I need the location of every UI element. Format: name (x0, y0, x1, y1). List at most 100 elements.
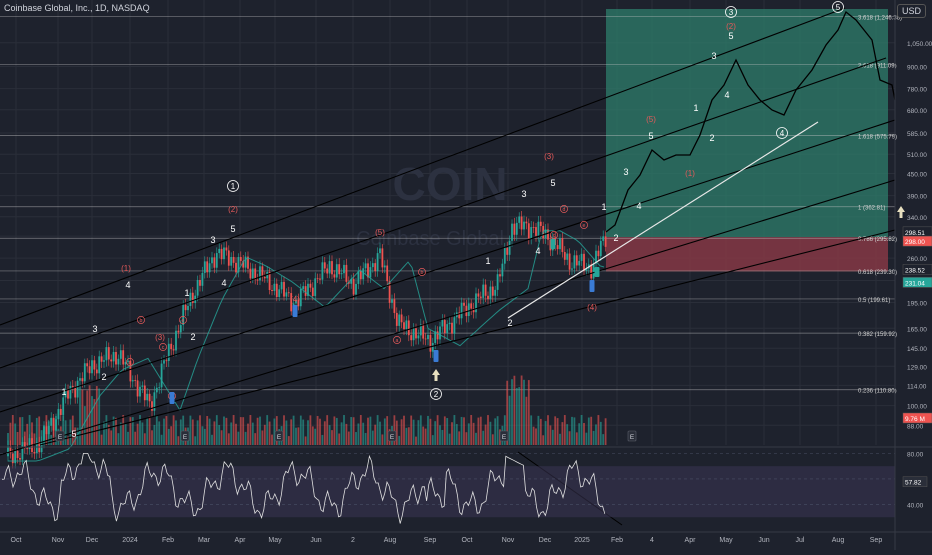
volume-bar (35, 417, 38, 445)
candle-body (571, 268, 573, 270)
volume-bar (203, 428, 206, 445)
currency-button[interactable]: USD (896, 4, 926, 18)
candle-body (604, 236, 607, 247)
signal-marker (550, 239, 556, 249)
candle-body (530, 227, 533, 239)
wave-label-red: (4) (290, 295, 300, 304)
candle-body (74, 386, 77, 398)
candle-body (208, 263, 211, 273)
price-tick-label: 165.00 (907, 326, 927, 333)
volume-bar (417, 420, 420, 445)
volume-bar (350, 417, 353, 445)
candle-body (573, 255, 576, 269)
volume-bar (304, 436, 307, 445)
volume-bar (451, 422, 453, 445)
volume-bar (266, 415, 269, 445)
rsi-current-label: 57.82 (905, 480, 922, 487)
wave-circle-red-label: c (553, 233, 556, 239)
volume-bar (578, 423, 581, 445)
volume-bar (321, 434, 324, 445)
time-tick-label: Jun (310, 537, 321, 544)
price-badge-label: 298.00 (905, 239, 925, 246)
volume-bar (76, 427, 79, 445)
price-tick-label: 390.00 (907, 194, 927, 201)
volume-bar (518, 387, 521, 445)
time-tick-label: Dec (539, 537, 552, 544)
wave-label-red: (5) (375, 228, 385, 237)
candle-body (403, 322, 405, 330)
candle-body (405, 320, 408, 330)
candle-body (374, 263, 377, 272)
volume-bar (352, 417, 355, 445)
wave-label-red: (4) (587, 303, 597, 312)
up-arrow-icon (897, 206, 905, 218)
volume-bar (263, 424, 266, 445)
wave-label: 2 (507, 318, 512, 328)
candle-body (525, 221, 528, 224)
volume-bar (511, 379, 513, 445)
wave-circle-red (126, 358, 134, 366)
candle-body (263, 276, 266, 279)
volume-bar (439, 425, 441, 445)
volume-bar (151, 430, 153, 445)
volume-bar (182, 415, 185, 445)
candle-body (347, 281, 350, 284)
volume-bar (398, 435, 401, 445)
buy-signal (169, 392, 175, 404)
candle-body (491, 286, 494, 296)
volume-bar (429, 418, 432, 445)
price-tick-label: 450.00 (907, 172, 927, 179)
volume-bar (419, 415, 422, 445)
volume-bar (520, 375, 523, 445)
volume-bar (153, 424, 156, 445)
volume-bar (148, 416, 151, 445)
wave-label: 1 (693, 103, 698, 113)
candle-body (463, 302, 465, 306)
fib-label: 3.618 (1,246.38) (858, 15, 902, 21)
candle-body (523, 221, 525, 230)
volume-bar (26, 423, 29, 445)
candle-body (158, 387, 161, 389)
candle-body (451, 322, 453, 334)
candle-body (227, 250, 230, 266)
volume-bar (83, 406, 86, 445)
candle-body (415, 328, 417, 339)
candle-body (479, 296, 482, 298)
wave-label-red: (3) (544, 152, 554, 161)
volume-bar (556, 418, 559, 445)
candle-body (127, 360, 129, 362)
candle-body (201, 272, 204, 286)
time-axis: Oct Nov Dec 2024 Feb Mar Apr May Jun 2 Aug Sep Oct No… (11, 537, 883, 544)
wave-circle-red-label: b (421, 270, 424, 276)
volume-bar (475, 432, 477, 445)
wave-circle-red (137, 316, 145, 324)
candle-body (357, 271, 360, 284)
volume-bar (539, 418, 542, 445)
volume-bar (482, 430, 485, 445)
volume-bar (571, 416, 573, 445)
volume-bar (199, 415, 201, 445)
volume-bar (251, 422, 254, 445)
time-tick-label: Aug (832, 537, 845, 544)
time-tick-label: Sep (424, 537, 437, 544)
volume-bar (436, 415, 439, 445)
volume-bar (71, 415, 74, 445)
candle-body (314, 278, 317, 297)
candle-body (458, 312, 461, 319)
volume-bar (489, 421, 492, 445)
projection-line (605, 10, 896, 233)
candle-body (597, 250, 600, 257)
candle-body (59, 408, 62, 415)
wave-label: 3 (92, 324, 97, 334)
projection-path (605, 10, 896, 233)
candle-body (359, 271, 362, 280)
volume-bar (230, 422, 233, 445)
candle-body (71, 385, 74, 387)
volume-bar (431, 435, 434, 445)
price-badge (902, 412, 932, 424)
volume-bar (127, 431, 129, 445)
candle-body (182, 304, 185, 326)
candle-body (160, 363, 163, 388)
volume-bar (225, 417, 228, 445)
